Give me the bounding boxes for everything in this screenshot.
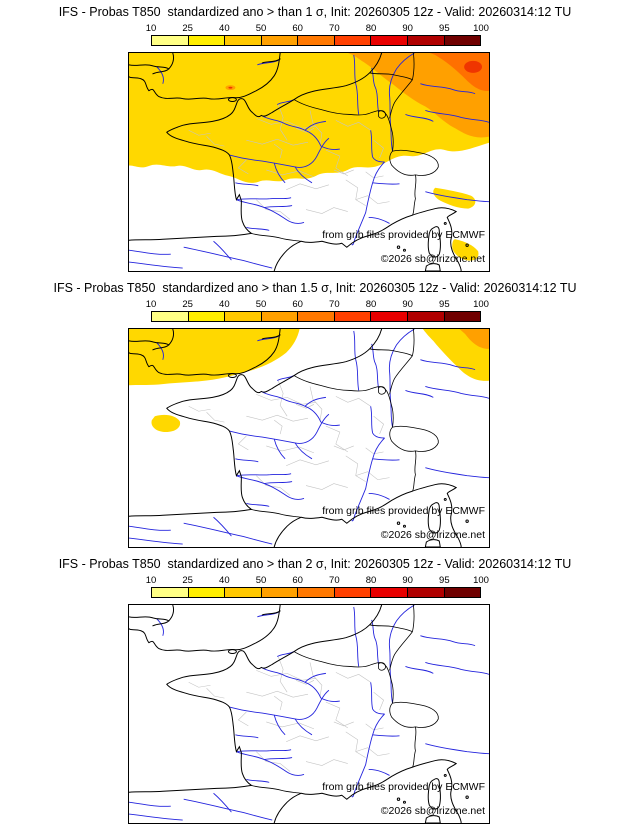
attribution-ecmwf: from grib files provided by ECMWF <box>322 505 485 517</box>
colorbar-tick: 25 <box>182 23 193 34</box>
panel-1sigma: IFS - Probas T850 standardized ano > tha… <box>0 0 630 276</box>
panel-title: IFS - Probas T850 standardized ano > tha… <box>58 557 572 571</box>
colorbar-tick: 100 <box>473 23 489 34</box>
colorbar-segment <box>261 588 299 597</box>
colorbar: 10 25 40 50 60 70 80 90 95 100 <box>146 299 489 324</box>
map-2sigma: from grib files provided by ECMWF ©2026 … <box>128 604 490 824</box>
shade-region <box>464 60 483 73</box>
attribution-copyright: ©2026 sb@irizone.net <box>380 529 485 541</box>
colorbar-tick: 80 <box>365 23 377 34</box>
colorbar-tick: 10 <box>145 299 157 310</box>
colorbar-segment <box>152 312 189 321</box>
colorbar-segment <box>407 588 445 597</box>
colorbar-segment <box>334 588 372 597</box>
colorbar-tick-row: 10 25 40 50 60 70 80 90 95 100 <box>146 299 489 311</box>
colorbar-segment <box>371 36 408 45</box>
colorbar-tick: 80 <box>365 575 377 586</box>
colorbar-tick: 95 <box>439 299 450 310</box>
colorbar-tick: 90 <box>402 299 413 310</box>
colorbar-tick: 60 <box>292 575 303 586</box>
panel-2sigma: IFS - Probas T850 standardized ano > tha… <box>0 552 630 828</box>
colorbar-tick: 80 <box>365 299 377 310</box>
colorbar-segment <box>334 36 372 45</box>
colorbar-segment <box>152 588 189 597</box>
colorbar-tick: 25 <box>182 299 193 310</box>
colorbar-segment <box>407 312 445 321</box>
colorbar-segment <box>371 312 408 321</box>
colorbar-segment <box>444 588 481 597</box>
colorbar-tick: 40 <box>219 575 230 586</box>
colorbar-tick: 50 <box>255 23 267 34</box>
attribution-copyright: ©2026 sb@irizone.net <box>380 805 485 817</box>
shade-region <box>228 86 233 89</box>
colorbar-tick: 10 <box>145 575 157 586</box>
colorbar-bar <box>151 35 481 46</box>
attribution-ecmwf: from grib files provided by ECMWF <box>322 781 485 793</box>
colorbar-bar <box>151 587 481 598</box>
colorbar-segment <box>188 36 226 45</box>
colorbar-segment <box>298 588 335 597</box>
colorbar-segment <box>444 36 481 45</box>
map-1p5sigma: from grib files provided by ECMWF ©2026 … <box>128 328 490 548</box>
shade-region <box>433 187 476 209</box>
colorbar-tick: 60 <box>292 23 303 34</box>
colorbar-tick: 25 <box>182 575 193 586</box>
colorbar-segment <box>225 588 262 597</box>
shade-region <box>151 414 181 433</box>
shade-region <box>129 329 300 386</box>
colorbar-tick: 70 <box>329 299 340 310</box>
attribution-copyright: ©2026 sb@irizone.net <box>380 253 485 265</box>
colorbar-segment <box>298 36 335 45</box>
panel-title: IFS - Probas T850 standardized ano > tha… <box>53 281 577 295</box>
colorbar-tick: 90 <box>402 575 413 586</box>
colorbar-segment <box>225 312 262 321</box>
shade-region <box>452 239 479 261</box>
map-svg-1p5sigma <box>129 329 489 547</box>
colorbar-segment <box>407 36 445 45</box>
colorbar: 10 25 40 50 60 70 80 90 95 100 <box>146 23 489 48</box>
colorbar-segment <box>261 36 299 45</box>
colorbar-tick: 95 <box>439 23 450 34</box>
probability-shading-1p5sigma <box>129 329 489 433</box>
map-1sigma: from grib files provided by ECMWF ©2026 … <box>128 52 490 272</box>
colorbar-segment <box>261 312 299 321</box>
colorbar-segment <box>371 588 408 597</box>
shade-region <box>459 329 489 349</box>
panel-title: IFS - Probas T850 standardized ano > tha… <box>58 5 572 19</box>
colorbar-tick: 50 <box>255 299 267 310</box>
colorbar-tick: 60 <box>292 299 303 310</box>
colorbar-tick: 50 <box>255 575 267 586</box>
panel-1p5sigma: IFS - Probas T850 standardized ano > tha… <box>0 276 630 552</box>
attribution-ecmwf: from grib files provided by ECMWF <box>322 229 485 241</box>
colorbar-tick: 40 <box>219 23 230 34</box>
colorbar-bar <box>151 311 481 322</box>
colorbar-tick: 95 <box>439 575 450 586</box>
colorbar-segment <box>225 36 262 45</box>
colorbar-tick: 100 <box>473 575 489 586</box>
colorbar: 10 25 40 50 60 70 80 90 95 100 <box>146 575 489 600</box>
colorbar-tick: 90 <box>402 23 413 34</box>
colorbar-tick-row: 10 25 40 50 60 70 80 90 95 100 <box>146 575 489 587</box>
map-svg-1sigma <box>129 53 489 271</box>
colorbar-tick: 70 <box>329 575 340 586</box>
colorbar-segment <box>188 312 226 321</box>
colorbar-tick: 10 <box>145 23 157 34</box>
colorbar-segment <box>188 588 226 597</box>
colorbar-segment <box>334 312 372 321</box>
colorbar-tick-row: 10 25 40 50 60 70 80 90 95 100 <box>146 23 489 35</box>
colorbar-tick: 40 <box>219 299 230 310</box>
colorbar-segment <box>298 312 335 321</box>
colorbar-tick: 100 <box>473 299 489 310</box>
colorbar-tick: 70 <box>329 23 340 34</box>
colorbar-segment <box>152 36 189 45</box>
colorbar-segment <box>444 312 481 321</box>
